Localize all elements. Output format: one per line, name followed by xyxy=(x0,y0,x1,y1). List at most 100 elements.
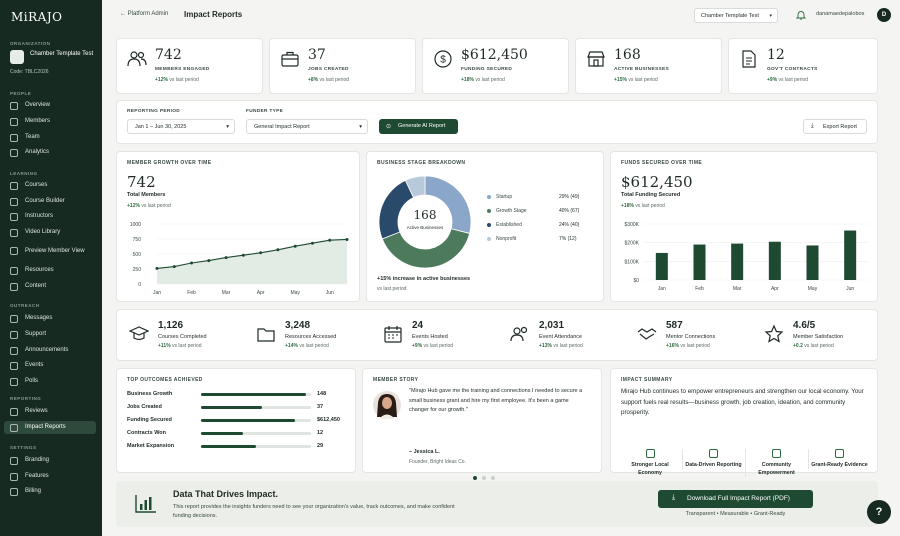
storefront-icon xyxy=(587,51,605,67)
outcome-bar-fill xyxy=(201,393,306,396)
sidebar-item-reviews[interactable]: Reviews xyxy=(4,405,96,418)
sidebar-item-branding[interactable]: Branding xyxy=(4,454,96,467)
brand-logo[interactable]: MiRAJO xyxy=(11,10,63,24)
x-tick-label: Feb xyxy=(695,286,704,292)
calendar-icon xyxy=(384,326,402,343)
legend-swatch xyxy=(487,237,491,241)
sidebar-item-billing[interactable]: Billing xyxy=(4,485,96,498)
sidebar-item-messages[interactable]: Messages xyxy=(4,312,96,325)
carousel-dot[interactable] xyxy=(482,476,486,480)
sidebar-item-instructors[interactable]: Instructors xyxy=(4,210,96,223)
sidebar-item-polls[interactable]: Polls xyxy=(4,375,96,388)
outcome-bar xyxy=(201,406,311,409)
funder-select[interactable]: General Impact Report ▾ xyxy=(246,119,368,134)
carousel-dots[interactable] xyxy=(473,475,503,480)
sidebar-item-features[interactable]: Features xyxy=(4,470,96,483)
donut-center-value: 168 xyxy=(413,208,437,222)
card-title: IMPACT SUMMARY xyxy=(621,377,673,383)
sidebar-item-events[interactable]: Events xyxy=(4,359,96,372)
carousel-dot[interactable] xyxy=(491,476,495,480)
download-report-button[interactable]: ⤓ Download Full Impact Report (PDF) xyxy=(658,490,813,508)
sidebar-item-team[interactable]: Team xyxy=(4,131,96,144)
period-select[interactable]: Jan 1 – Jun 30, 2025 ▾ xyxy=(127,119,235,134)
sidebar-item-video-library[interactable]: Video Library xyxy=(4,226,96,239)
story-author: – Jessica L. xyxy=(409,449,440,455)
username[interactable]: danamaedepalobos xyxy=(816,11,865,17)
funds-bar[interactable] xyxy=(731,243,744,280)
outcome-row: Contracts Won 12 xyxy=(127,430,351,440)
funds-bar[interactable] xyxy=(768,241,781,280)
stat-change-value: +8% xyxy=(308,77,319,83)
org-section-label: ORGANIZATION xyxy=(10,41,51,46)
x-tick-label: Apr xyxy=(771,286,779,292)
metric-value: 1,126 xyxy=(158,320,184,331)
metric-change: +16% vs last period xyxy=(666,343,710,349)
sidebar-item-label: Branding xyxy=(25,457,50,463)
outcome-value: $612,450 xyxy=(317,417,340,423)
stat-change-value: +9% xyxy=(767,77,778,83)
y-tick-label: $0 xyxy=(633,278,639,284)
content-icon xyxy=(10,282,18,291)
carousel-dot[interactable] xyxy=(473,476,477,480)
sidebar-item-label: Team xyxy=(25,134,40,140)
donut-slice-nonprofit[interactable] xyxy=(404,175,426,199)
chevron-down-icon: ▾ xyxy=(226,124,229,130)
sidebar-item-label: Courses xyxy=(25,182,48,188)
pillar-label: Grant-Ready Evidence xyxy=(811,462,868,468)
sparkle-icon: ⊙ xyxy=(386,124,392,130)
notifications-icon[interactable] xyxy=(795,10,807,20)
sidebar-item-announcements[interactable]: Announcements xyxy=(4,344,96,357)
funds-bar[interactable] xyxy=(693,244,706,280)
pillar-label: Community Empowerment xyxy=(758,462,795,476)
sidebar-item-courses[interactable]: Courses xyxy=(4,179,96,192)
growth-point xyxy=(172,265,176,269)
x-tick-label: Jun xyxy=(326,290,334,296)
course-builder-icon xyxy=(10,197,18,206)
metric-member-satisfaction: 4.6/5 Member Satisfaction +0.2 vs last per… xyxy=(764,318,891,354)
outcome-bar-fill xyxy=(201,445,256,448)
funds-bar[interactable] xyxy=(844,230,857,280)
sidebar-item-preview-member-view[interactable]: Preview Member View xyxy=(4,242,96,260)
x-tick-label: Jun xyxy=(846,286,854,292)
funds-bar[interactable] xyxy=(806,245,819,280)
generate-ai-report-button[interactable]: ⊙ Generate AI Report xyxy=(379,119,458,134)
sidebar-item-label: Announcements xyxy=(25,347,69,353)
period-label: REPORTING PERIOD xyxy=(127,109,181,114)
sidebar-item-content[interactable]: Content xyxy=(4,280,96,293)
sidebar-item-overview[interactable]: Overview xyxy=(4,99,96,112)
sidebar-item-members[interactable]: Members xyxy=(4,115,96,128)
donut-slice-growth-stage[interactable] xyxy=(381,228,471,269)
events-icon xyxy=(10,361,18,370)
sidebar-item-analytics[interactable]: Analytics xyxy=(4,146,96,159)
billing-icon xyxy=(10,487,18,496)
legend-name: Startup xyxy=(496,194,513,200)
sidebar-item-resources[interactable]: Resources xyxy=(4,264,96,277)
chevron-down-icon: ▾ xyxy=(359,124,362,130)
sidebar-item-support[interactable]: Support xyxy=(4,328,96,341)
template-select[interactable]: Chamber Template Test ▾ xyxy=(694,8,778,23)
pillar-label: Stronger Local Economy xyxy=(631,462,669,476)
sidebar-item-course-builder[interactable]: Course Builder xyxy=(4,195,96,208)
sidebar-item-impact-reports[interactable]: Impact Reports xyxy=(4,421,96,434)
instructors-icon xyxy=(10,212,18,221)
metric-label: Courses Completed xyxy=(158,334,207,340)
funds-bar[interactable] xyxy=(655,252,668,280)
export-report-button[interactable]: ⤓ Export Report xyxy=(803,119,867,134)
help-button[interactable]: ? xyxy=(867,500,891,524)
clipboard-icon xyxy=(835,449,844,458)
people-icon xyxy=(510,326,528,342)
top-bar: ← Platform Admin Impact Reports Chamber … xyxy=(102,0,900,30)
metric-change-suffix: vs last period xyxy=(423,343,454,349)
x-tick-label: Jan xyxy=(153,290,161,296)
back-link[interactable]: ← Platform Admin xyxy=(120,11,169,17)
stat-card-gov-t-contracts: 12 GOV'T CONTRACTS +9% vs last period xyxy=(728,38,878,94)
outcome-name: Contracts Won xyxy=(127,430,167,436)
stat-value: $612,450 xyxy=(461,47,528,63)
stat-change-suffix: vs last period xyxy=(319,77,350,83)
legend-value: 40% (67) xyxy=(559,208,580,214)
stat-label: ACTIVE BUSINESSES xyxy=(614,67,669,72)
avatar[interactable]: D xyxy=(877,8,891,22)
metric-value: 2,031 xyxy=(539,320,565,331)
funds-change-value: +18% xyxy=(621,203,634,209)
sidebar-item-label: Preview Member View xyxy=(25,247,85,254)
